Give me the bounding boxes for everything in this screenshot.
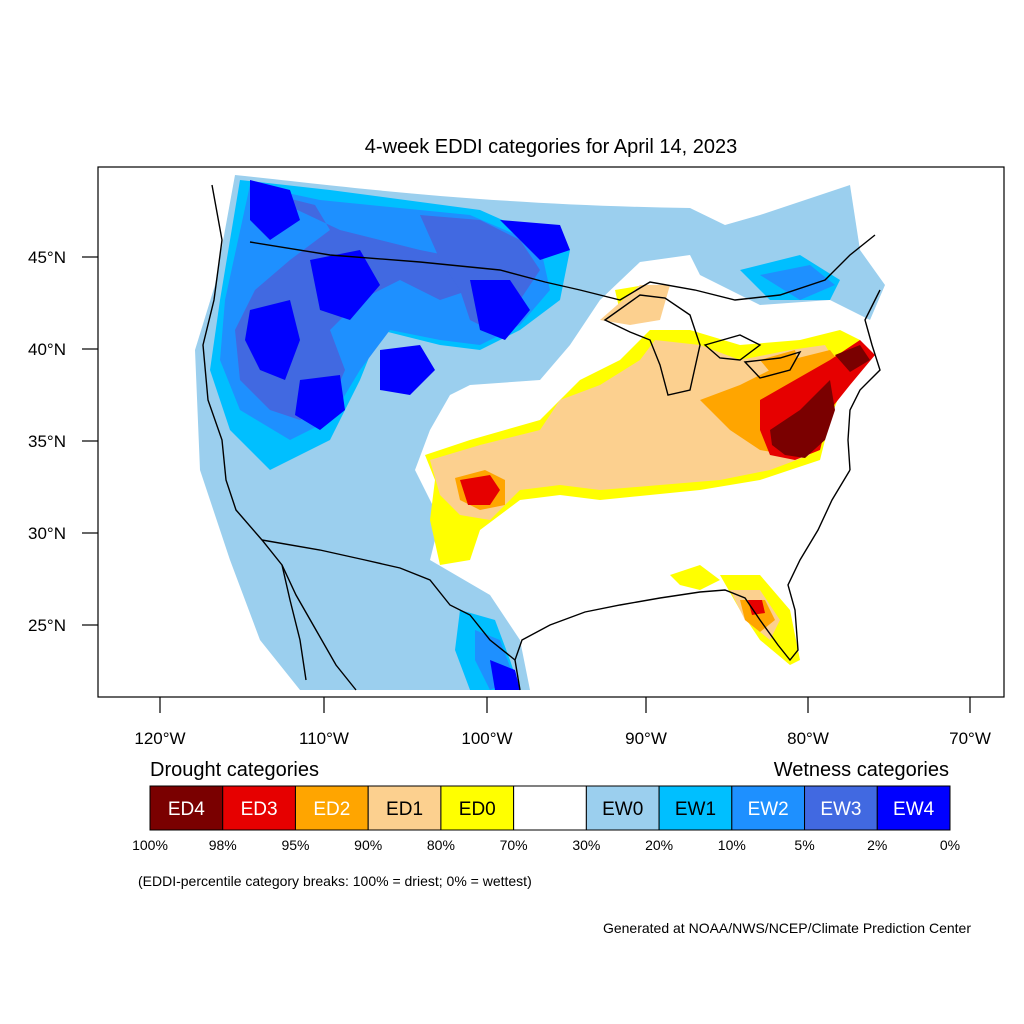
baja-coastline <box>281 564 307 681</box>
lon-label-80w: 80°W <box>787 729 829 748</box>
lon-label-110w: 110°W <box>299 729 349 748</box>
lat-label-30n: 30°N <box>28 524 66 543</box>
legend-swatch-ed2 <box>294 785 369 831</box>
wetness-categories-heading: Wetness categories <box>774 759 949 781</box>
lon-label-120w: 120°W <box>134 729 185 748</box>
legend-percent-label: 98% <box>209 837 237 853</box>
great-lakes-outline <box>603 294 802 396</box>
legend-swatch-ed3 <box>222 785 296 831</box>
legend-label-ew4: EW4 <box>893 799 935 820</box>
legend-color-bar: ED4 ED3 ED2 ED1 ED0 EW0 EW1 EW2 EW3 EW4 <box>149 785 951 831</box>
coastlines-and-borders <box>202 184 881 691</box>
ed4-areas <box>770 345 870 458</box>
east-coastline <box>847 289 881 471</box>
legend-percent-label: 30% <box>572 837 600 853</box>
legend-label-ed0: ED0 <box>459 799 496 820</box>
map-field <box>98 167 1004 697</box>
legend-label-ew0: EW0 <box>602 799 643 820</box>
legend-percent-labels: 100% 98% 95% 90% 80% 70% 30% 20% 10% 5% 2% 0% <box>132 837 960 853</box>
mexico-border <box>261 539 516 661</box>
category-legend: Drought categories Wetness categories ED… <box>132 759 960 889</box>
legend-label-ed1: ED1 <box>386 799 423 820</box>
legend-percent-label: 90% <box>354 837 382 853</box>
canada-border <box>249 234 876 301</box>
latitude-axis: 45°N 40°N 35°N 30°N 25°N <box>28 248 98 635</box>
legend-swatch-neutral <box>513 785 587 831</box>
lon-label-70w: 70°W <box>949 729 991 748</box>
drought-categories-heading: Drought categories <box>150 759 319 781</box>
legend-percent-label: 100% <box>132 837 168 853</box>
west-coastline <box>202 184 357 691</box>
lat-label-45n: 45°N <box>28 248 66 267</box>
category-breaks-note: (EDDI-percentile category breaks: 100% =… <box>138 873 532 889</box>
legend-swatch-ew4 <box>876 785 951 831</box>
legend-percent-label: 0% <box>940 837 960 853</box>
map-title: 4-week EDDI categories for April 14, 202… <box>365 136 737 158</box>
legend-percent-label: 70% <box>500 837 528 853</box>
legend-percent-label: 2% <box>867 837 887 853</box>
legend-label-ew1: EW1 <box>675 799 716 820</box>
legend-swatch-ed4 <box>149 785 224 831</box>
credit-line: Generated at NOAA/NWS/NCEP/Climate Predi… <box>603 920 971 936</box>
legend-swatch-ew0 <box>585 785 660 831</box>
legend-percent-label: 20% <box>645 837 673 853</box>
lat-label-25n: 25°N <box>28 616 66 635</box>
legend-swatch-ew1 <box>658 785 733 831</box>
legend-percent-label: 80% <box>427 837 455 853</box>
legend-label-ew2: EW2 <box>748 799 789 820</box>
longitude-axis: 120°W 110°W 100°W 90°W 80°W 70°W <box>134 697 991 748</box>
map-frame <box>97 166 1005 698</box>
legend-percent-label: 10% <box>718 837 746 853</box>
legend-percent-label: 95% <box>281 837 309 853</box>
legend-swatch-ed0 <box>440 785 515 831</box>
legend-label-ed4: ED4 <box>168 799 205 820</box>
legend-label-ed3: ED3 <box>241 799 278 820</box>
lat-label-40n: 40°N <box>28 340 66 359</box>
legend-label-ew3: EW3 <box>820 799 861 820</box>
legend-label-ed2: ED2 <box>313 799 350 820</box>
ew4-areas <box>245 180 570 690</box>
lat-label-35n: 35°N <box>28 432 66 451</box>
gulf-coastline <box>514 469 851 691</box>
lon-label-100w: 100°W <box>461 729 512 748</box>
lon-label-90w: 90°W <box>625 729 667 748</box>
legend-swatch-ed1 <box>367 785 442 831</box>
legend-percent-label: 5% <box>794 837 814 853</box>
